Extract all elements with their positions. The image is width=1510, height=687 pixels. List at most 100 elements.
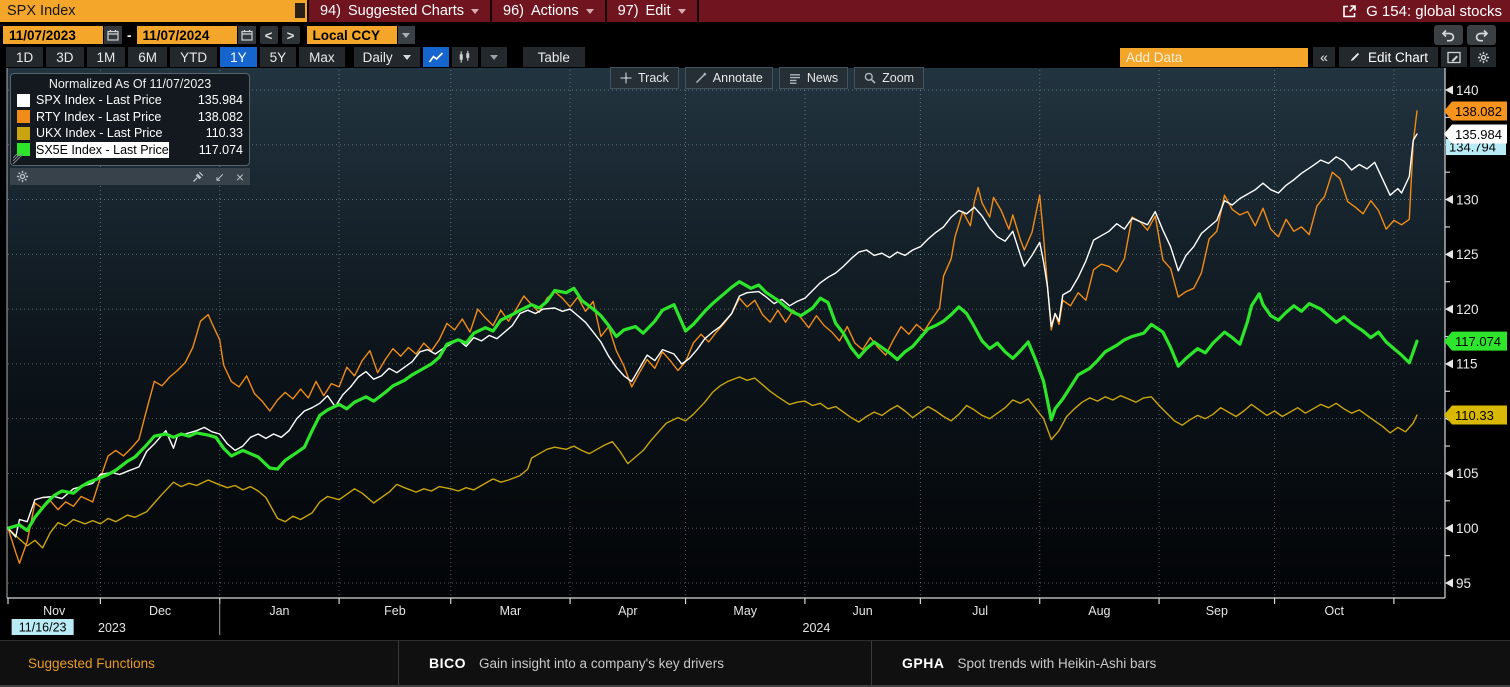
series-line-sx5e[interactable] xyxy=(7,280,1419,533)
axis-badge-label: 117.074 xyxy=(1455,334,1501,349)
menu-suggested-charts[interactable]: 94) Suggested Charts xyxy=(307,0,493,22)
month-label: Sep xyxy=(1206,604,1228,618)
series-line-rty[interactable] xyxy=(7,110,1418,564)
y-axis-label: 105 xyxy=(1456,466,1479,481)
range-tab-5y[interactable]: 5Y xyxy=(259,47,297,67)
legend-item[interactable]: UKX Index - Last Price 110.33 xyxy=(17,125,243,142)
y-tick-arrow xyxy=(1445,85,1453,95)
menu-key: 94) xyxy=(320,3,341,19)
range-tab-ytd[interactable]: YTD xyxy=(170,47,218,67)
series-last-value: 135.984 xyxy=(197,93,243,107)
series-color-swatch xyxy=(17,126,30,140)
axis-badge-label: 110.33 xyxy=(1455,408,1494,423)
end-date-calendar-button[interactable] xyxy=(237,26,256,44)
legend-resize-handle[interactable] xyxy=(13,154,23,164)
frequency-select[interactable]: Daily xyxy=(353,47,420,67)
series-name: SPX Index - Last Price xyxy=(36,93,162,107)
edit-chart-button[interactable]: Edit Chart xyxy=(1338,47,1438,67)
y-tick-arrow xyxy=(1445,359,1453,369)
prev-period-button[interactable]: < xyxy=(259,26,278,44)
series-color-swatch xyxy=(17,93,30,107)
legend-settings-button[interactable] xyxy=(16,170,29,183)
calendar-icon xyxy=(107,30,119,41)
y-axis-label: 130 xyxy=(1456,192,1479,207)
y-tick-arrow xyxy=(1445,468,1453,478)
month-label: Feb xyxy=(384,604,406,618)
line-chart-type-button[interactable] xyxy=(422,47,449,67)
currency-dropdown-button[interactable] xyxy=(397,26,415,44)
next-period-button[interactable]: > xyxy=(281,26,300,44)
menu-key: 97) xyxy=(617,3,639,19)
candlestick-chart-type-button[interactable] xyxy=(451,47,478,67)
menu-edit[interactable]: 97) Edit xyxy=(607,0,699,22)
chart-type-dropdown-button[interactable] xyxy=(480,47,507,67)
legend-item[interactable]: SX5E Index - Last Price 117.074 xyxy=(17,141,243,158)
start-date-calendar-button[interactable] xyxy=(104,26,122,44)
legend-collapse-button[interactable]: ↙ xyxy=(214,169,225,184)
crosshair-date-label: 11/16/23 xyxy=(19,621,67,635)
add-data-input[interactable] xyxy=(1119,47,1308,67)
suggested-function-bico[interactable]: BICO Gain insight into a company's key d… xyxy=(399,641,871,685)
pin-icon xyxy=(192,171,204,182)
track-button[interactable]: Track xyxy=(610,67,679,89)
year-label: 2024 xyxy=(803,621,831,635)
range-tab-1y[interactable]: 1Y xyxy=(220,47,257,67)
menu-label: Edit xyxy=(645,3,671,19)
chevron-down-icon xyxy=(402,32,410,42)
month-label: Mar xyxy=(500,604,522,618)
range-tab-1m[interactable]: 1M xyxy=(86,47,126,67)
y-axis-label: 140 xyxy=(1456,83,1479,98)
range-tab-max[interactable]: Max xyxy=(299,47,345,67)
zoom-button[interactable]: Zoom xyxy=(854,67,925,89)
security-input[interactable]: SPX Index xyxy=(0,0,307,22)
line-chart-icon xyxy=(428,51,443,62)
legend-item[interactable]: RTY Index - Last Price 138.082 xyxy=(17,109,243,126)
axis-badge xyxy=(1444,101,1507,121)
axis-badge xyxy=(1444,331,1507,351)
gear-icon xyxy=(16,170,29,183)
chart-settings-button[interactable] xyxy=(1470,47,1496,67)
series-color-swatch xyxy=(17,143,30,157)
range-tab-1d[interactable]: 1D xyxy=(6,47,44,67)
range-tab-6m[interactable]: 6M xyxy=(128,47,168,67)
chart-legend[interactable]: Normalized As Of 11/07/2023 SPX Index - … xyxy=(10,73,250,185)
suggested-function-gpha[interactable]: GPHA Spot trends with Heikin-Ashi bars xyxy=(872,641,1156,685)
month-label: Nov xyxy=(43,604,66,618)
crosshair-date-badge xyxy=(11,619,74,635)
month-label: May xyxy=(733,604,757,618)
frequency-value: Daily xyxy=(362,49,393,65)
menu-label: Actions xyxy=(531,3,579,19)
legend-item[interactable]: SPX Index - Last Price 135.984 xyxy=(17,92,243,109)
menu-actions[interactable]: 96) Actions xyxy=(492,0,607,22)
month-label: Jan xyxy=(269,604,289,618)
series-name: SX5E Index - Last Price xyxy=(36,141,169,158)
currency-select[interactable]: Local CCY xyxy=(306,26,397,44)
collapse-panel-button[interactable]: « xyxy=(1312,47,1335,67)
suggested-functions-heading: Suggested Functions xyxy=(28,655,155,671)
function-desc: Spot trends with Heikin-Ashi bars xyxy=(957,655,1157,671)
range-tab-3d[interactable]: 3D xyxy=(46,47,84,67)
annotate-button[interactable]: Annotate xyxy=(684,67,773,89)
undo-button[interactable] xyxy=(1434,25,1463,45)
title-bar: SPX Index 94) Suggested Charts 96) Actio… xyxy=(0,0,1510,22)
legend-box: Normalized As Of 11/07/2023 SPX Index - … xyxy=(10,73,250,166)
legend-pin-button[interactable] xyxy=(192,171,204,183)
chart-annotation-button[interactable] xyxy=(1441,47,1467,67)
export-icon xyxy=(1343,4,1356,17)
redo-icon xyxy=(1475,29,1489,42)
series-line-spx[interactable] xyxy=(7,133,1418,538)
calendar-icon xyxy=(240,30,253,41)
news-button[interactable]: News xyxy=(778,67,849,89)
legend-close-button[interactable]: × xyxy=(235,168,244,185)
end-date-input[interactable]: 11/07/2024 xyxy=(136,26,237,44)
page-shortcut[interactable]: G 154: global stocks xyxy=(1342,3,1510,20)
function-desc: Gain insight into a company's key driver… xyxy=(479,655,724,671)
series-line-ukx[interactable] xyxy=(7,376,1418,549)
start-date-input[interactable]: 11/07/2023 xyxy=(3,26,103,44)
y-tick-arrow xyxy=(1445,578,1453,588)
redo-button[interactable] xyxy=(1467,25,1496,45)
date-range-bar: 11/07/2023 - 11/07/2024 < > Local CCY xyxy=(0,24,1510,46)
table-button[interactable]: Table xyxy=(522,47,585,67)
